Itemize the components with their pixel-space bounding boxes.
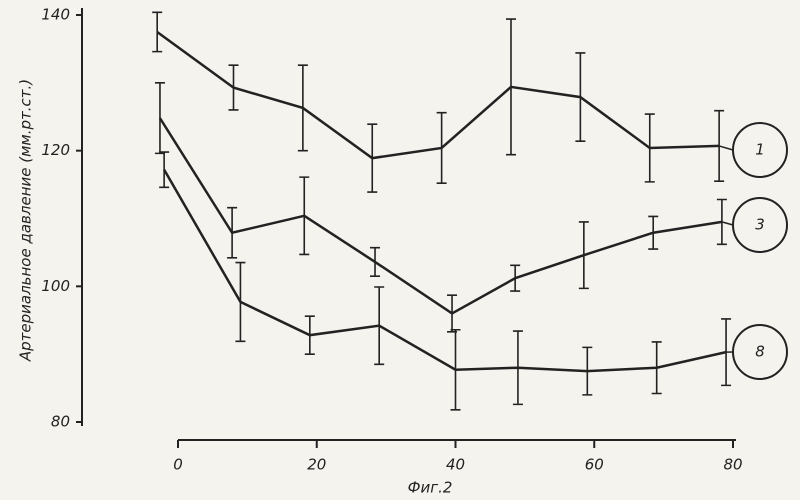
x-tick-label: 60 [585, 456, 604, 474]
legend-leader [719, 146, 733, 150]
series-line [157, 32, 719, 158]
error-bar [159, 152, 169, 187]
error-bar [152, 12, 162, 51]
x-tick-label: 20 [307, 456, 326, 474]
caption: Фиг.2 [408, 479, 453, 497]
error-bar [370, 248, 380, 276]
error-bar [447, 295, 457, 332]
y-tick-label: 100 [41, 277, 70, 295]
y-axis-title: Артериальное давление (мм.рт.ст.) [17, 79, 35, 362]
x-tick-label: 0 [173, 456, 183, 474]
legend-leader [722, 222, 733, 225]
x-tick-label: 80 [723, 456, 742, 474]
series-line [164, 170, 726, 371]
y-tick-label: 140 [41, 6, 70, 24]
legend-label: 3 [755, 216, 765, 234]
error-bar [235, 263, 245, 342]
legend-label: 1 [755, 141, 765, 159]
chart: Артериальное давление (мм.рт.ст.) Фиг.2 … [0, 0, 800, 500]
error-bar [155, 83, 165, 154]
x-tick-label: 40 [446, 456, 465, 474]
y-tick-label: 80 [51, 413, 70, 431]
y-tick-label: 120 [41, 141, 70, 159]
legend-label: 8 [755, 343, 765, 361]
